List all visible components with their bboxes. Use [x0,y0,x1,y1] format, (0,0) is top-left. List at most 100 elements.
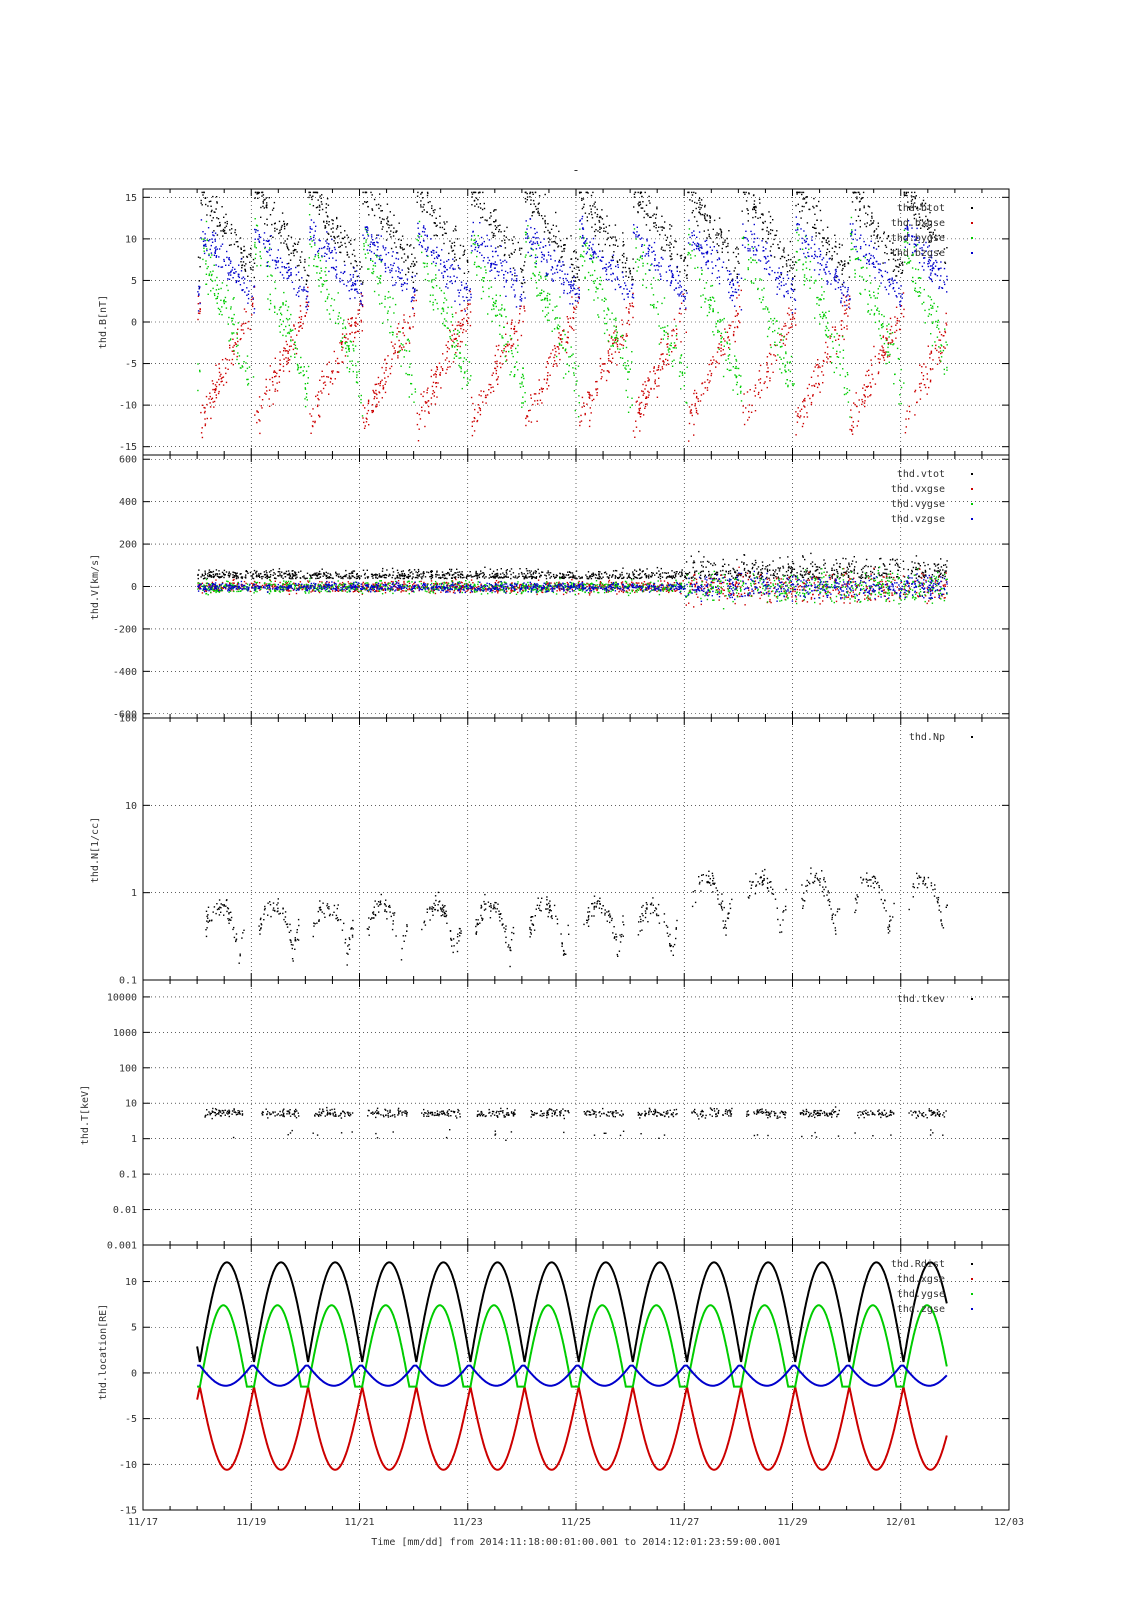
data-point [912,254,914,257]
data-point [463,372,466,374]
data-point [484,266,486,268]
data-point [305,306,307,308]
data-point [345,285,348,287]
data-point [736,325,739,328]
data-point [303,266,305,269]
data-point [501,304,503,306]
data-point [666,343,668,346]
data-point [902,292,905,294]
data-point [873,220,875,222]
data-point [463,317,465,320]
data-point [348,350,350,352]
data-point [211,209,213,212]
data-point [876,237,878,239]
data-point [517,344,519,347]
data-point [533,203,535,205]
data-point [546,314,548,316]
data-point [319,272,321,274]
data-point [603,317,606,319]
data-point [295,352,298,355]
data-point [880,282,882,284]
data-point [734,367,736,369]
data-point [503,254,506,257]
data-point [596,288,598,290]
data-point [711,284,714,287]
data-point [470,296,472,299]
data-point [491,231,493,234]
data-point [403,253,406,255]
data-point [836,266,839,268]
data-point [440,366,442,368]
data-point [691,191,693,194]
data-point [347,338,349,340]
data-point [474,191,476,194]
data-point [876,235,878,238]
data-point [784,366,786,368]
data-point [387,310,389,312]
data-point [626,288,628,290]
data-point [610,273,612,276]
data-point [658,343,661,345]
data-point [433,395,435,397]
data-point [317,252,320,255]
data-point [515,306,518,308]
data-point [252,302,254,305]
data-point [482,191,484,194]
data-point [618,351,620,353]
data-point [923,288,925,291]
data-point [737,289,740,291]
data-point [420,204,422,206]
data-point [621,254,624,256]
data-point [283,347,285,349]
data-point [852,192,855,194]
data-point [256,265,258,267]
data-point [240,367,242,369]
data-point [266,202,268,204]
data-point [759,396,761,399]
data-point [816,296,818,299]
data-point [290,274,292,277]
data-point [577,258,579,261]
data-point [460,366,462,368]
data-point [830,356,832,358]
data-point [716,249,718,252]
data-point [525,254,527,256]
data-point [320,270,323,272]
data-point [340,343,343,346]
data-point [424,278,427,281]
data-point [689,236,691,239]
data-point [864,223,866,225]
data-point [377,383,380,385]
data-point [866,267,868,269]
data-point [871,217,873,219]
data-point [818,248,820,250]
data-point [453,341,455,344]
data-point [915,290,917,293]
data-point [861,401,864,403]
data-point [256,225,259,227]
data-point [735,310,737,312]
data-point [310,246,313,248]
data-point [282,334,284,337]
data-point [324,227,326,229]
data-point [404,349,406,351]
data-point [851,232,853,234]
data-point [686,366,688,368]
data-point [457,329,459,332]
data-point [634,191,636,194]
data-point [648,378,650,381]
data-point [834,329,836,331]
data-point [827,336,829,338]
data-point [502,351,504,354]
data-point [833,336,836,338]
data-point [770,318,772,320]
data-point [872,255,874,257]
data-point [351,283,354,286]
data-point [818,200,820,203]
data-point [896,282,898,284]
data-point [611,361,613,364]
data-point [348,256,350,258]
data-point [569,325,571,327]
data-point [269,378,271,381]
data-point [212,388,214,391]
